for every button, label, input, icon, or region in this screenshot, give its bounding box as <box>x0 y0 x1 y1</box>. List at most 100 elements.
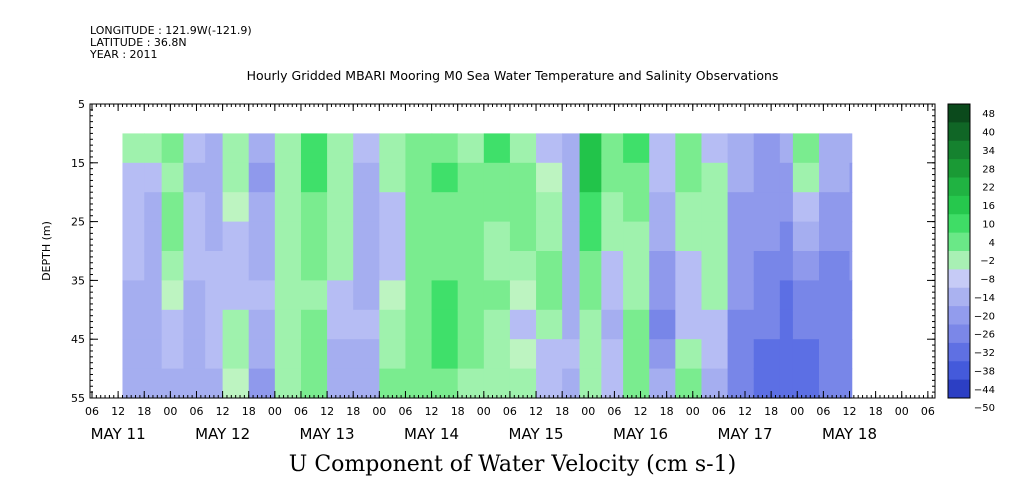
year-label: YEAR : 2011 <box>90 48 158 61</box>
heatmap-cell <box>457 251 485 281</box>
heatmap-cell <box>431 251 459 281</box>
heatmap-cell <box>792 251 820 281</box>
heatmap-cell <box>562 368 581 399</box>
heatmap-cell <box>457 221 485 252</box>
colorbar-swatch <box>948 140 970 160</box>
x-day-label: MAY 13 <box>300 425 355 443</box>
heatmap-cell <box>353 251 380 281</box>
heatmap-cell <box>205 309 224 340</box>
heatmap-cell <box>379 192 407 223</box>
x-tick-label: 00 <box>686 405 700 418</box>
x-tick-label: 12 <box>634 405 648 418</box>
heatmap-cell <box>727 162 755 193</box>
colorbar-swatch <box>948 195 970 215</box>
colorbar-swatch <box>948 214 970 234</box>
heatmap-cell <box>727 251 755 281</box>
x-day-label: MAY 11 <box>91 425 146 443</box>
colorbar-label: −38 <box>974 366 995 377</box>
y-tick-label: 45 <box>71 333 85 346</box>
heatmap-cell <box>222 133 250 164</box>
heatmap-cell <box>327 251 354 281</box>
heatmap-cell <box>379 162 407 193</box>
heatmap-cell <box>248 162 276 193</box>
heatmap-cell <box>161 309 185 340</box>
heatmap-cell <box>601 309 624 340</box>
heatmap-cell <box>327 339 354 370</box>
heatmap-cell <box>274 162 302 193</box>
y-tick-label: 25 <box>71 216 85 229</box>
heatmap-cell <box>779 221 794 252</box>
heatmap-cell <box>623 251 650 281</box>
heatmap-cell <box>222 368 250 399</box>
x-tick-label: 06 <box>921 405 935 418</box>
heatmap-cell <box>122 221 145 252</box>
heatmap-cell <box>274 251 302 281</box>
heatmap-cell <box>183 339 206 370</box>
heatmap-cell <box>483 133 511 164</box>
heatmap-cell <box>248 251 276 281</box>
heatmap-cell <box>183 309 206 340</box>
heatmap-cell <box>675 368 703 399</box>
heatmap-cell <box>701 221 729 252</box>
heatmap-cell <box>483 192 511 223</box>
heatmap-cell <box>274 339 302 370</box>
x-tick-label: 06 <box>607 405 621 418</box>
x-tick-label: 06 <box>398 405 412 418</box>
x-day-label: MAY 17 <box>717 425 772 443</box>
x-tick-label: 00 <box>163 405 177 418</box>
heatmap-cell <box>562 192 581 223</box>
heatmap-cell <box>300 339 328 370</box>
x-tick-label: 12 <box>216 405 230 418</box>
x-tick-label: 12 <box>111 405 125 418</box>
heatmap-cell <box>727 280 755 311</box>
heatmap-cell <box>623 192 650 223</box>
heatmap-cell <box>222 339 250 370</box>
heatmap-cell <box>623 280 650 311</box>
heatmap-cell <box>727 221 755 252</box>
heatmap-cell <box>122 192 145 223</box>
heatmap-cell <box>779 162 794 193</box>
heatmap-cell <box>161 192 185 223</box>
colorbar-label: −20 <box>974 311 995 322</box>
heatmap-cell <box>353 368 380 399</box>
x-tick-label: 06 <box>712 405 726 418</box>
heatmap-cell <box>222 280 250 311</box>
heatmap-cell <box>649 221 676 252</box>
x-tick-label: 18 <box>451 405 465 418</box>
heatmap-cell <box>779 192 794 223</box>
x-tick-label: 00 <box>790 405 804 418</box>
heatmap-cell <box>483 368 511 399</box>
heatmap-cell <box>327 192 354 223</box>
heatmap-cell <box>327 280 354 311</box>
heatmap-cell <box>222 162 250 193</box>
heatmap-cell <box>183 133 206 164</box>
heatmap-cell <box>675 280 703 311</box>
heatmap-cell <box>727 309 755 340</box>
colorbar-swatch <box>948 177 970 197</box>
colorbar-label: 10 <box>982 219 995 230</box>
heatmap-cell <box>274 192 302 223</box>
x-axis-label: U Component of Water Velocity (cm s-1) <box>288 452 737 477</box>
heatmap-cell <box>701 339 729 370</box>
heatmap-cell <box>727 192 755 223</box>
y-tick-label: 5 <box>78 98 85 111</box>
heatmap-cell <box>623 309 650 340</box>
chart-title: Hourly Gridded MBARI Mooring M0 Sea Wate… <box>246 68 779 83</box>
heatmap-cell <box>819 162 851 193</box>
x-tick-label: 18 <box>137 405 151 418</box>
heatmap-cell <box>675 133 703 164</box>
heatmap-cell <box>753 280 781 311</box>
heatmap-cell <box>431 162 459 193</box>
colorbar-label: 22 <box>982 183 995 194</box>
heatmap-cell <box>579 133 602 164</box>
heatmap-cell <box>819 251 851 281</box>
heatmap-cell <box>601 133 624 164</box>
heatmap-cell <box>753 162 781 193</box>
heatmap-cell <box>849 162 853 193</box>
heatmap-cell <box>183 192 206 223</box>
heatmap-cell <box>649 280 676 311</box>
colorbar-label: −26 <box>974 330 995 341</box>
x-tick-label: 18 <box>660 405 674 418</box>
heatmap-cell <box>792 192 820 223</box>
